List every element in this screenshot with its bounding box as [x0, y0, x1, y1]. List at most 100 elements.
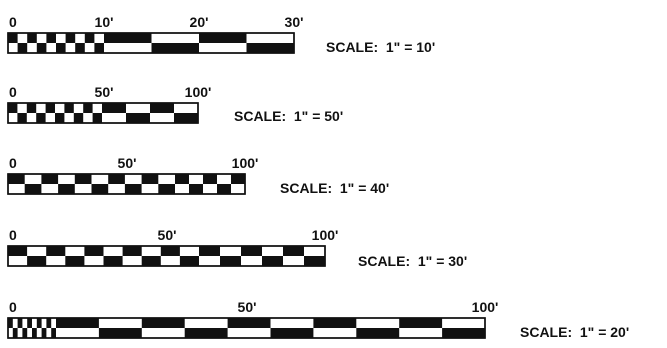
fine-division-block — [122, 246, 142, 256]
coarse-division-block — [241, 246, 262, 256]
scale-bar-outline — [7, 245, 326, 267]
fine-division-block — [46, 33, 56, 43]
scale-caption: SCALE: 1" = 10' — [326, 39, 435, 55]
scale-caption: SCALE: 1" = 50' — [234, 108, 343, 124]
tick-label: 50' — [238, 299, 257, 315]
coarse-division-block — [442, 328, 485, 338]
fine-division-block — [12, 328, 18, 338]
scale-bar-group: 0 50' 100' SCALE: 1" = 20' — [7, 299, 629, 340]
tick-label: 10' — [95, 14, 114, 30]
coarse-division-block — [126, 113, 150, 123]
tick-label: 0 — [9, 14, 17, 30]
fine-division-block — [8, 246, 28, 256]
fine-division-block — [36, 113, 46, 123]
coarse-division-block — [104, 33, 152, 43]
fine-division-block — [92, 113, 102, 123]
fine-division-block — [36, 43, 47, 53]
coarse-division-block — [231, 174, 245, 184]
fine-division-block — [64, 103, 74, 113]
coarse-division-block — [175, 174, 189, 184]
fine-division-block — [75, 43, 85, 53]
fine-division-block — [17, 113, 27, 123]
coarse-division-block — [150, 103, 174, 113]
fine-division-block — [158, 184, 175, 194]
fine-division-block — [83, 103, 93, 113]
scale-bar-outline — [7, 32, 295, 54]
fine-division-block — [26, 103, 37, 113]
scale-bar-group: 0 50' 100' SCALE: 1" = 30' — [7, 227, 467, 269]
fine-division-block — [141, 174, 159, 184]
coarse-division-block — [151, 43, 199, 53]
tick-label: 50' — [95, 84, 114, 100]
coarse-division-block — [270, 328, 314, 338]
coarse-division-block — [98, 328, 142, 338]
scale-bar-group: 0 10' 20' 30' SCALE: 1" = 10' — [7, 14, 435, 55]
tick-label: 50' — [158, 227, 177, 243]
coarse-division-block — [246, 43, 294, 53]
coarse-division-block — [141, 318, 185, 328]
tick-label: 0 — [9, 155, 17, 171]
fine-division-block — [27, 318, 32, 328]
tick-label: 50' — [118, 155, 137, 171]
fine-division-block — [45, 103, 55, 113]
fine-division-block — [65, 256, 85, 266]
scale-caption: SCALE: 1" = 20' — [520, 324, 629, 340]
fine-division-block — [141, 256, 161, 266]
fine-division-block — [8, 33, 18, 43]
fine-division-block — [27, 33, 37, 43]
fine-division-block — [91, 184, 109, 194]
scale-caption: SCALE: 1" = 30' — [358, 253, 467, 269]
coarse-division-block — [189, 184, 203, 194]
fine-division-block — [17, 43, 28, 53]
coarse-division-block — [217, 184, 231, 194]
tick-label: 100' — [232, 155, 259, 171]
fine-division-block — [179, 256, 199, 266]
coarse-division-block — [313, 318, 357, 328]
fine-division-block — [41, 174, 59, 184]
fine-division-block — [8, 318, 13, 328]
scale-bar-outline — [7, 173, 246, 195]
tick-label: 0 — [9, 299, 17, 315]
fine-division-block — [73, 113, 84, 123]
fine-division-block — [17, 318, 23, 328]
fine-division-block — [46, 246, 66, 256]
coarse-division-block — [283, 246, 304, 256]
coarse-division-block — [203, 174, 217, 184]
fine-division-block — [74, 174, 92, 184]
fine-division-block — [8, 174, 25, 184]
coarse-division-block — [227, 318, 271, 328]
tick-label: 20' — [190, 14, 209, 30]
scale-bar-outline — [7, 102, 199, 124]
tick-label: 100' — [185, 84, 212, 100]
fine-division-block — [124, 184, 142, 194]
tick-label: 0 — [9, 84, 17, 100]
tick-label: 0 — [9, 227, 17, 243]
fine-division-block — [56, 43, 66, 53]
coarse-division-block — [184, 328, 228, 338]
coarse-division-block — [199, 33, 247, 43]
fine-division-block — [51, 328, 56, 338]
fine-division-block — [41, 328, 47, 338]
coarse-division-block — [399, 318, 443, 328]
scale-bar-outline — [7, 317, 486, 339]
scale-bar-group: 0 50' 100' SCALE: 1" = 50' — [7, 84, 343, 124]
fine-division-block — [22, 328, 28, 338]
scale-bar-group: 0 50' 100' SCALE: 1" = 40' — [7, 155, 389, 196]
fine-division-block — [108, 174, 125, 184]
coarse-division-block — [199, 246, 220, 256]
fine-division-block — [84, 246, 104, 256]
fine-division-block — [103, 256, 123, 266]
tick-label: 100' — [472, 299, 499, 315]
scale-caption: SCALE: 1" = 40' — [280, 180, 389, 196]
tick-label: 30' — [285, 14, 304, 30]
coarse-division-block — [174, 113, 198, 123]
fine-division-block — [160, 246, 180, 256]
fine-division-block — [58, 184, 75, 194]
fine-division-block — [36, 318, 42, 328]
fine-division-block — [94, 43, 104, 53]
coarse-division-block — [262, 256, 283, 266]
fine-division-block — [46, 318, 52, 328]
coarse-division-block — [56, 318, 99, 328]
fine-division-block — [65, 33, 76, 43]
